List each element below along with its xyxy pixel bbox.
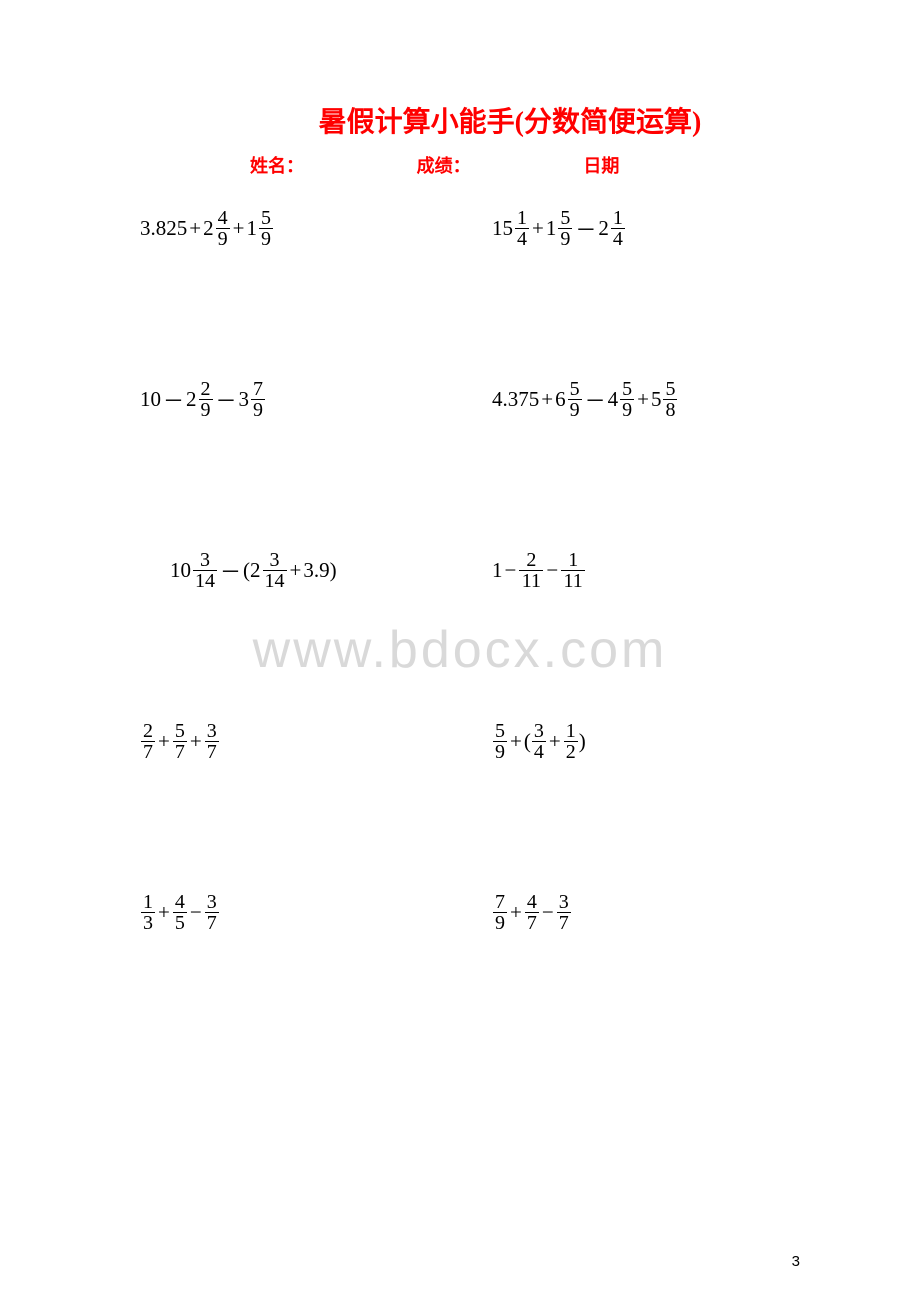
page-title: 暑假计算小能手(分数简便运算): [220, 100, 800, 140]
problem-row-1: 3.825+249+159 1514+159－214: [120, 208, 800, 249]
page-number: 3: [792, 1253, 800, 1270]
math-expression: 59+(34+12): [492, 721, 586, 762]
problem-row-4: 27+57+37 59+(34+12): [120, 721, 800, 762]
problem-row-2: 10－229－379 4.375+659－459+558: [120, 379, 800, 420]
math-expression: 1514+159－214: [492, 208, 626, 249]
problem-5-left: 13+45−37: [140, 892, 428, 933]
problem-row-5: 13+45−37 79+47−37: [120, 892, 800, 933]
problem-1-left: 3.825+249+159: [140, 208, 428, 249]
math-expression: 4.375+659－459+558: [492, 379, 678, 420]
problem-4-left: 27+57+37: [140, 721, 428, 762]
problem-1-right: 1514+159－214: [492, 208, 780, 249]
problem-3-right: 1−211−111: [492, 550, 780, 591]
math-expression: 27+57+37: [140, 721, 220, 762]
problem-2-right: 4.375+659－459+558: [492, 379, 780, 420]
date-label: 日期: [583, 152, 750, 178]
problem-2-left: 10－229－379: [140, 379, 428, 420]
math-expression: 3.825+249+159: [140, 208, 274, 249]
header-row: 姓名： 成绩： 日期: [120, 152, 800, 178]
problem-4-right: 59+(34+12): [492, 721, 780, 762]
math-expression: 79+47−37: [492, 892, 572, 933]
math-expression: 10－229－379: [140, 379, 266, 420]
problem-5-right: 79+47−37: [492, 892, 780, 933]
math-expression: 13+45−37: [140, 892, 220, 933]
score-label: 成绩：: [417, 152, 584, 178]
math-expression: 10314－(2314+3.9): [170, 550, 337, 591]
problem-3-left: 10314－(2314+3.9): [170, 550, 458, 591]
name-label: 姓名：: [250, 152, 417, 178]
problems-container: 3.825+249+159 1514+159－214 10－229－379 4.…: [120, 208, 800, 933]
math-expression: 1−211−111: [492, 550, 586, 591]
problem-row-3: 10314－(2314+3.9) 1−211−111: [120, 550, 800, 591]
